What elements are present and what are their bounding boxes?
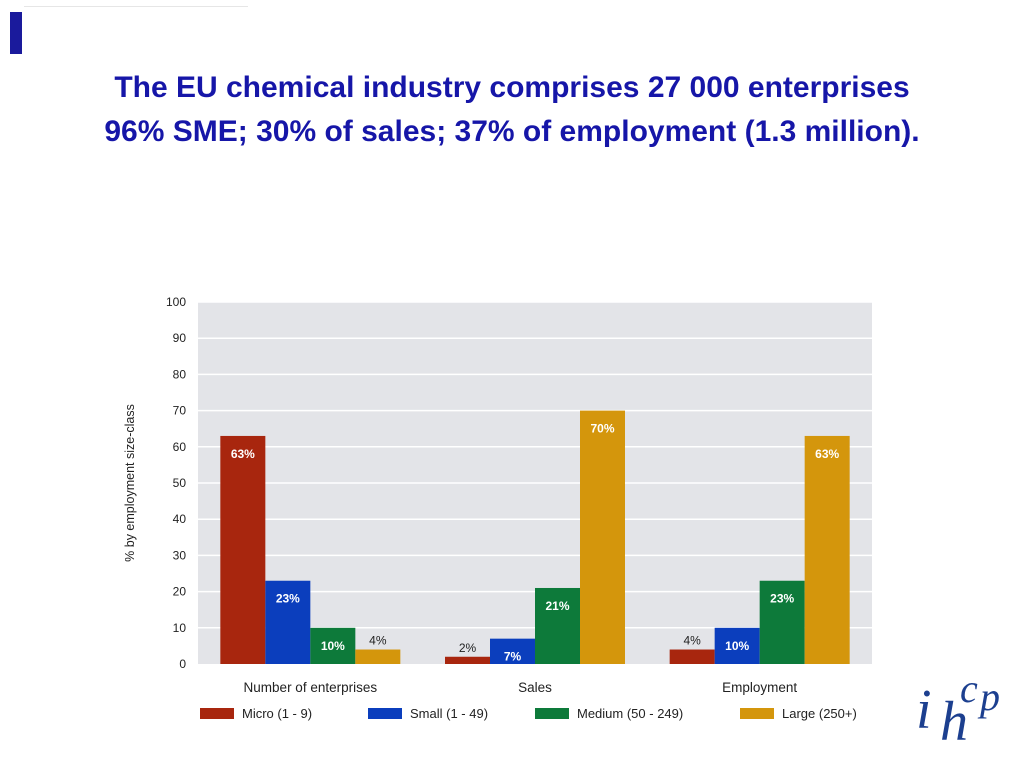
chart: 0 10 20 30 40 50 60 70 80 90 100 % by employment si… (123, 295, 872, 721)
data-label: 70% (590, 422, 614, 436)
bar-3-1 (580, 410, 625, 664)
y-tick-label: 50 (173, 476, 187, 490)
data-label: 10% (725, 639, 749, 653)
slide-top-rule (24, 6, 248, 7)
y-tick-label: 20 (173, 585, 187, 599)
y-tick-label: 60 (173, 440, 187, 454)
legend-swatch (535, 708, 569, 719)
bar-1-2 (714, 627, 760, 664)
slide-title-line-1: The EU chemical industry comprises 27 00… (114, 71, 910, 104)
slide-accent-bar (10, 12, 22, 54)
svg-text:i: i (916, 679, 932, 741)
data-label: 63% (815, 447, 839, 461)
data-label: 23% (770, 592, 794, 606)
bar-1-0 (265, 580, 311, 664)
legend-swatch (740, 708, 774, 719)
y-tick-label: 40 (173, 512, 187, 526)
bar-2-2 (759, 580, 805, 664)
bar-0-1 (445, 656, 490, 664)
x-category-label: Number of enterprises (244, 680, 378, 695)
data-label: 23% (276, 592, 300, 606)
slide-title: The EU chemical industry comprises 27 00… (0, 66, 1024, 154)
bar-0-0 (220, 435, 266, 664)
y-tick-label: 10 (173, 621, 187, 635)
bar-2-1 (535, 587, 580, 664)
x-category-label: Employment (722, 680, 797, 695)
bar-3-2 (804, 435, 850, 664)
data-label: 4% (369, 634, 387, 648)
legend-label: Medium (50 - 249) (577, 706, 683, 721)
svg-text:p: p (977, 674, 1000, 719)
y-tick-label: 70 (173, 404, 187, 418)
y-tick-label: 30 (173, 548, 187, 562)
bar-3-0 (355, 649, 401, 664)
bar-1-1 (490, 638, 535, 664)
slide-title-line-2: 96% SME; 30% of sales; 37% of employment… (104, 115, 920, 148)
y-tick-label: 100 (166, 295, 186, 309)
data-label: 4% (683, 634, 701, 648)
x-category-label: Sales (518, 680, 552, 695)
bar-2-0 (310, 627, 356, 664)
data-label: 10% (321, 639, 345, 653)
svg-text:c: c (960, 666, 978, 711)
y-tick-label: 80 (173, 367, 187, 381)
bar-0-2 (669, 649, 715, 664)
data-label: 2% (459, 641, 477, 655)
y-axis-title: % by employment size-class (123, 404, 137, 562)
y-tick-label: 90 (173, 331, 187, 345)
legend-label: Small (1 - 49) (410, 706, 488, 721)
y-tick-label: 0 (179, 657, 186, 671)
svg-text:h: h (940, 691, 968, 752)
legend-swatch (368, 708, 402, 719)
data-label: 21% (545, 599, 569, 613)
data-label: 63% (231, 447, 255, 461)
legend-label: Large (250+) (782, 706, 857, 721)
ihcp-logo: i h c p (916, 666, 1000, 752)
legend-label: Micro (1 - 9) (242, 706, 312, 721)
data-label: 7% (504, 650, 522, 664)
legend-swatch (200, 708, 234, 719)
